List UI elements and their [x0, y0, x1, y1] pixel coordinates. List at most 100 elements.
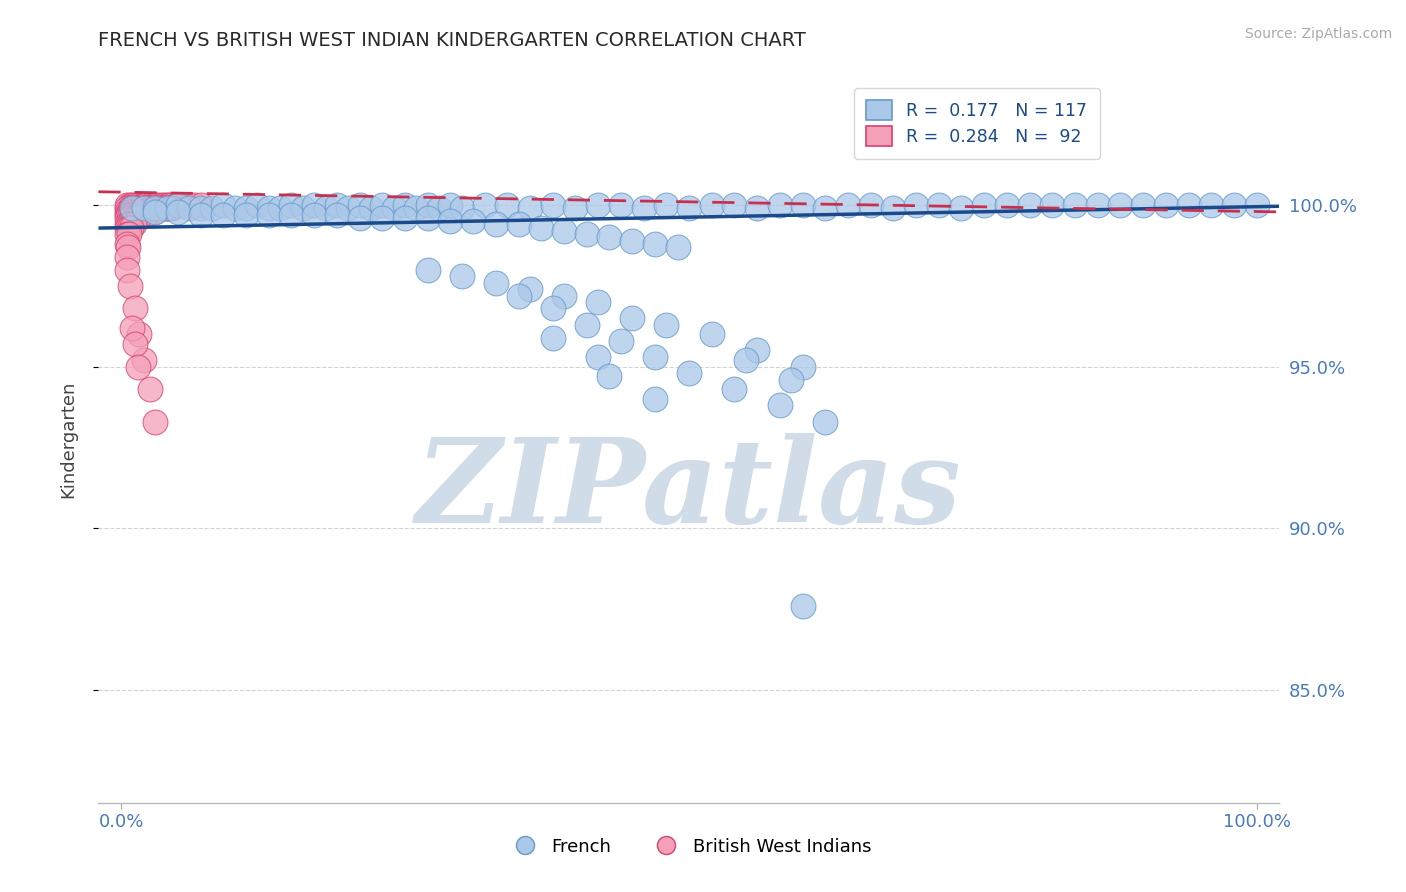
- Point: [135, 198, 157, 212]
- Point: [127, 198, 149, 212]
- Point: [610, 198, 633, 212]
- Point: [120, 278, 142, 293]
- Point: [644, 236, 666, 251]
- Point: [184, 198, 207, 212]
- Point: [564, 202, 586, 216]
- Point: [153, 202, 176, 216]
- Point: [950, 202, 973, 216]
- Point: [141, 204, 163, 219]
- Point: [1018, 198, 1040, 212]
- Point: [201, 202, 224, 216]
- Point: [167, 198, 190, 212]
- Text: ZIPatlas: ZIPatlas: [416, 433, 962, 548]
- Point: [132, 204, 155, 219]
- Point: [118, 220, 141, 235]
- Point: [1154, 198, 1177, 212]
- Point: [131, 202, 153, 216]
- Point: [463, 214, 485, 228]
- Point: [167, 204, 190, 219]
- Point: [814, 202, 837, 216]
- Point: [127, 202, 149, 216]
- Point: [173, 198, 195, 212]
- Point: [121, 198, 143, 212]
- Point: [143, 204, 166, 219]
- Point: [769, 398, 792, 412]
- Point: [125, 211, 148, 225]
- Point: [1087, 198, 1109, 212]
- Point: [143, 204, 166, 219]
- Point: [439, 198, 461, 212]
- Point: [117, 208, 139, 222]
- Point: [143, 202, 166, 216]
- Point: [122, 218, 145, 232]
- Point: [360, 202, 382, 216]
- Point: [416, 262, 439, 277]
- Point: [257, 208, 280, 222]
- Point: [122, 211, 145, 225]
- Point: [586, 350, 609, 364]
- Point: [135, 208, 157, 222]
- Point: [553, 224, 575, 238]
- Point: [136, 204, 159, 219]
- Legend: French, British West Indians: French, British West Indians: [499, 830, 879, 863]
- Point: [474, 198, 496, 212]
- Point: [121, 202, 143, 216]
- Point: [1040, 198, 1063, 212]
- Point: [124, 198, 146, 212]
- Point: [212, 198, 235, 212]
- Point: [485, 218, 508, 232]
- Point: [837, 198, 859, 212]
- Point: [644, 392, 666, 406]
- Point: [1064, 198, 1087, 212]
- Point: [269, 202, 291, 216]
- Point: [115, 236, 138, 251]
- Point: [162, 202, 183, 216]
- Point: [118, 204, 141, 219]
- Point: [138, 198, 160, 212]
- Point: [450, 269, 472, 284]
- Point: [280, 208, 302, 222]
- Point: [131, 198, 153, 212]
- Point: [371, 198, 394, 212]
- Point: [792, 198, 814, 212]
- Point: [128, 327, 150, 342]
- Point: [124, 337, 146, 351]
- Point: [326, 198, 349, 212]
- Point: [235, 208, 257, 222]
- Point: [439, 214, 461, 228]
- Point: [508, 218, 530, 232]
- Point: [508, 288, 530, 302]
- Point: [257, 202, 280, 216]
- Point: [302, 208, 325, 222]
- Point: [450, 202, 472, 216]
- Point: [541, 330, 564, 344]
- Point: [678, 366, 700, 380]
- Point: [115, 211, 138, 225]
- Point: [132, 353, 155, 368]
- Point: [132, 202, 155, 216]
- Point: [149, 198, 172, 212]
- Point: [1177, 198, 1199, 212]
- Point: [115, 262, 138, 277]
- Point: [814, 415, 837, 429]
- Point: [598, 369, 620, 384]
- Point: [541, 301, 564, 316]
- Point: [1109, 198, 1132, 212]
- Point: [302, 198, 325, 212]
- Point: [134, 204, 156, 219]
- Point: [190, 202, 212, 216]
- Point: [149, 202, 172, 216]
- Point: [115, 218, 138, 232]
- Point: [394, 211, 416, 225]
- Point: [792, 599, 814, 613]
- Point: [519, 202, 541, 216]
- Point: [135, 202, 157, 216]
- Point: [118, 227, 141, 241]
- Point: [745, 343, 768, 358]
- Point: [349, 198, 371, 212]
- Point: [780, 372, 803, 386]
- Point: [155, 202, 177, 216]
- Point: [1201, 198, 1223, 212]
- Point: [190, 198, 212, 212]
- Point: [143, 202, 166, 216]
